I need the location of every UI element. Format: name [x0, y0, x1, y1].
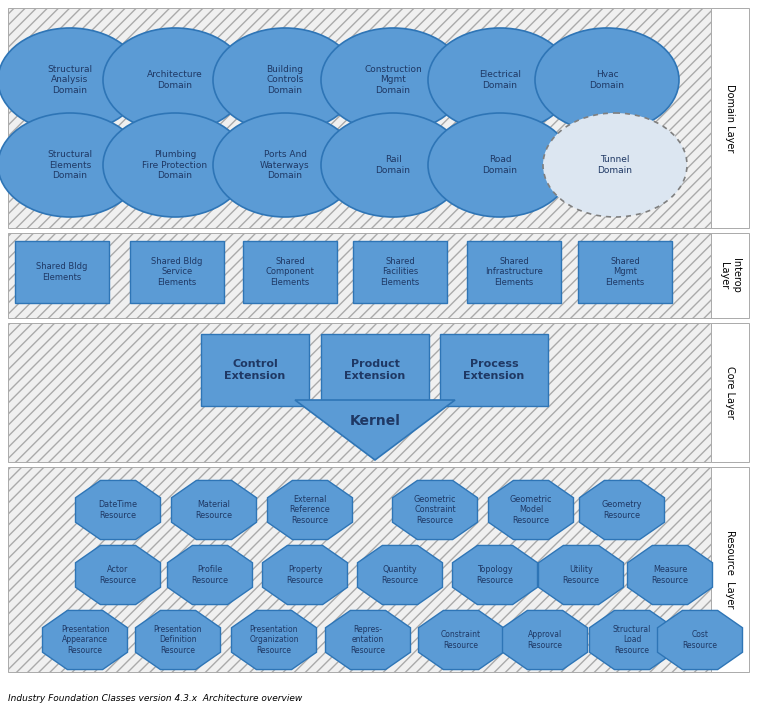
- Polygon shape: [453, 545, 537, 604]
- FancyBboxPatch shape: [243, 241, 337, 303]
- FancyBboxPatch shape: [711, 8, 749, 228]
- Text: Geometry
Resource: Geometry Resource: [601, 501, 642, 520]
- Ellipse shape: [535, 28, 679, 132]
- Ellipse shape: [321, 28, 465, 132]
- Text: Shared
Mgmt
Elements: Shared Mgmt Elements: [605, 257, 645, 287]
- FancyBboxPatch shape: [8, 323, 711, 462]
- Text: Presentation
Appearance
Resource: Presentation Appearance Resource: [61, 625, 109, 655]
- Text: Plumbing
Fire Protection
Domain: Plumbing Fire Protection Domain: [143, 150, 207, 180]
- Polygon shape: [503, 610, 588, 670]
- Ellipse shape: [0, 113, 142, 217]
- Text: Architecture
Domain: Architecture Domain: [147, 70, 203, 90]
- Polygon shape: [580, 481, 665, 539]
- FancyBboxPatch shape: [711, 467, 749, 672]
- Text: Shared
Infrastructure
Elements: Shared Infrastructure Elements: [485, 257, 543, 287]
- FancyBboxPatch shape: [321, 334, 429, 406]
- Polygon shape: [295, 400, 455, 460]
- Text: Shared Bldg
Service
Elements: Shared Bldg Service Elements: [151, 257, 203, 287]
- Text: Industry Foundation Classes version 4.3.x  Architecture overview: Industry Foundation Classes version 4.3.…: [8, 694, 302, 703]
- Text: Geometric
Constraint
Resource: Geometric Constraint Resource: [414, 495, 456, 525]
- FancyBboxPatch shape: [711, 233, 749, 318]
- Text: External
Reference
Resource: External Reference Resource: [290, 495, 331, 525]
- FancyBboxPatch shape: [440, 334, 548, 406]
- Text: Ports And
Waterways
Domain: Ports And Waterways Domain: [260, 150, 310, 180]
- Text: Topology
Resource: Topology Resource: [476, 566, 513, 585]
- Polygon shape: [628, 545, 712, 604]
- Polygon shape: [658, 610, 742, 670]
- Polygon shape: [419, 610, 503, 670]
- Ellipse shape: [213, 28, 357, 132]
- FancyBboxPatch shape: [353, 241, 447, 303]
- Text: Kernel: Kernel: [349, 414, 400, 428]
- Text: DateTime
Resource: DateTime Resource: [99, 501, 137, 520]
- Text: Electrical
Domain: Electrical Domain: [479, 70, 521, 90]
- Text: Structural
Analysis
Domain: Structural Analysis Domain: [48, 65, 93, 95]
- Ellipse shape: [103, 28, 247, 132]
- Text: Domain Layer: Domain Layer: [725, 84, 735, 152]
- Polygon shape: [489, 481, 574, 539]
- Text: Property
Resource: Property Resource: [287, 566, 324, 585]
- FancyBboxPatch shape: [711, 323, 749, 462]
- Text: Shared
Component
Elements: Shared Component Elements: [265, 257, 315, 287]
- Text: Constraint
Resource: Constraint Resource: [441, 631, 481, 650]
- FancyBboxPatch shape: [8, 233, 711, 318]
- Text: Presentation
Organization
Resource: Presentation Organization Resource: [249, 625, 298, 655]
- Ellipse shape: [428, 113, 572, 217]
- Polygon shape: [262, 545, 348, 604]
- Polygon shape: [171, 481, 257, 539]
- Ellipse shape: [321, 113, 465, 217]
- FancyBboxPatch shape: [130, 241, 224, 303]
- FancyBboxPatch shape: [8, 8, 711, 228]
- Text: Actor
Resource: Actor Resource: [99, 566, 136, 585]
- FancyBboxPatch shape: [15, 241, 109, 303]
- Ellipse shape: [543, 113, 687, 217]
- Text: Core Layer: Core Layer: [725, 366, 735, 419]
- Ellipse shape: [103, 113, 247, 217]
- Polygon shape: [136, 610, 221, 670]
- FancyBboxPatch shape: [578, 241, 672, 303]
- Polygon shape: [76, 545, 160, 604]
- Text: Structural
Elements
Domain: Structural Elements Domain: [48, 150, 93, 180]
- Polygon shape: [76, 481, 160, 539]
- Text: Utility
Resource: Utility Resource: [563, 566, 600, 585]
- Text: Product
Extension: Product Extension: [345, 359, 406, 381]
- Polygon shape: [231, 610, 317, 670]
- Text: Tunnel
Domain: Tunnel Domain: [598, 156, 632, 175]
- Polygon shape: [538, 545, 624, 604]
- Ellipse shape: [428, 28, 572, 132]
- Text: Control
Extension: Control Extension: [224, 359, 285, 381]
- Ellipse shape: [0, 28, 142, 132]
- Polygon shape: [42, 610, 127, 670]
- Text: Building
Controls
Domain: Building Controls Domain: [266, 65, 304, 95]
- Text: Geometric
Model
Resource: Geometric Model Resource: [510, 495, 552, 525]
- Polygon shape: [325, 610, 410, 670]
- Text: Shared
Facilities
Elements: Shared Facilities Elements: [380, 257, 419, 287]
- Text: Road
Domain: Road Domain: [483, 156, 517, 175]
- Text: Repres-
entation
Resource: Repres- entation Resource: [351, 625, 386, 655]
- Text: Shared Bldg
Elements: Shared Bldg Elements: [36, 262, 88, 281]
- Polygon shape: [167, 545, 252, 604]
- FancyBboxPatch shape: [467, 241, 561, 303]
- Text: Interop
Layer: Interop Layer: [719, 258, 741, 293]
- FancyBboxPatch shape: [201, 334, 309, 406]
- Text: Rail
Domain: Rail Domain: [375, 156, 410, 175]
- Text: Process
Extension: Process Extension: [463, 359, 524, 381]
- Text: Construction
Mgmt
Domain: Construction Mgmt Domain: [364, 65, 422, 95]
- Text: Quantity
Resource: Quantity Resource: [382, 566, 419, 585]
- Text: Presentation
Definition
Resource: Presentation Definition Resource: [153, 625, 202, 655]
- Text: Profile
Resource: Profile Resource: [191, 566, 228, 585]
- Ellipse shape: [213, 113, 357, 217]
- Polygon shape: [268, 481, 352, 539]
- Polygon shape: [358, 545, 443, 604]
- FancyBboxPatch shape: [8, 467, 711, 672]
- Text: Material
Resource: Material Resource: [196, 501, 233, 520]
- Text: Measure
Resource: Measure Resource: [651, 566, 689, 585]
- Text: Structural
Load
Resource: Structural Load Resource: [613, 625, 651, 655]
- Text: Hvac
Domain: Hvac Domain: [590, 70, 625, 90]
- Text: Cost
Resource: Cost Resource: [682, 631, 718, 650]
- Text: Resource  Layer: Resource Layer: [725, 530, 735, 609]
- Polygon shape: [590, 610, 675, 670]
- Text: Approval
Resource: Approval Resource: [527, 631, 563, 650]
- Polygon shape: [392, 481, 477, 539]
